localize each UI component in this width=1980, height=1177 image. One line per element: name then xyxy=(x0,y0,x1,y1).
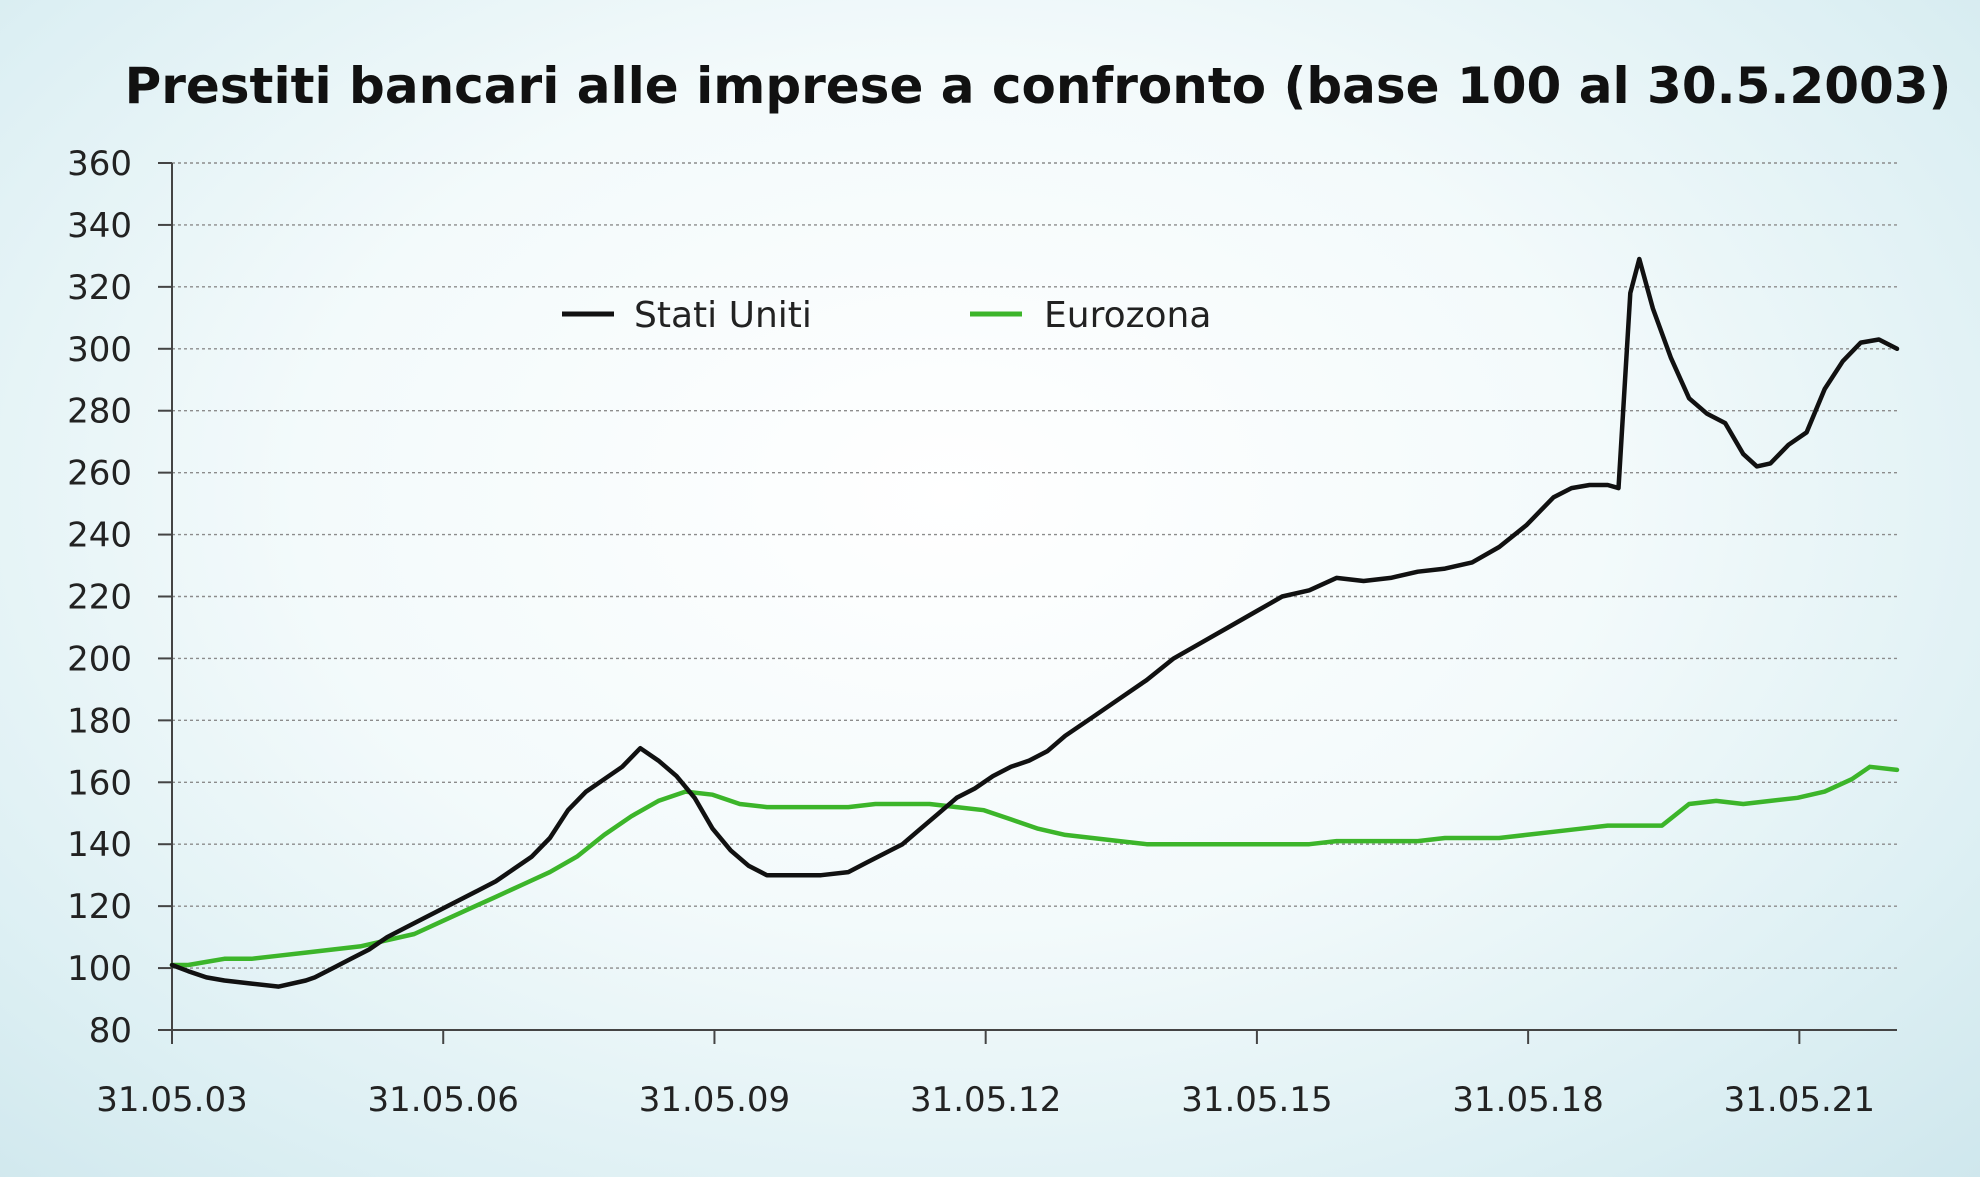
x-tick-label: 31.05.18 xyxy=(1452,1080,1603,1120)
x-tick-label: 31.05.09 xyxy=(639,1080,790,1120)
grid xyxy=(172,162,1897,969)
x-tick-label: 31.05.21 xyxy=(1724,1080,1875,1120)
y-tick-label: 200 xyxy=(67,639,132,679)
series-line-eurozona xyxy=(169,764,1900,968)
y-tick-label: 240 xyxy=(67,516,132,556)
y-tick-label: 360 xyxy=(67,144,132,184)
y-tick-label: 260 xyxy=(67,454,132,494)
chart-title: Prestiti bancari alle imprese a confront… xyxy=(125,57,1952,115)
axes: 80 100 120 140 160 180 200 220 240 260 280 300 320 34… xyxy=(67,144,1897,1120)
legend-label: Eurozona xyxy=(1044,295,1211,336)
x-tick-label: 31.05.15 xyxy=(1181,1080,1332,1120)
y-tick-label: 80 xyxy=(89,1011,132,1051)
x-tick-label: 31.05.12 xyxy=(910,1080,1061,1120)
y-tick-label: 320 xyxy=(67,268,132,308)
x-tick-label: 31.05.03 xyxy=(96,1080,247,1120)
x-tick-label: 31.05.06 xyxy=(368,1080,519,1120)
series-line-stati-uniti xyxy=(169,256,1900,989)
y-tick-label: 300 xyxy=(67,330,132,370)
legend-label: Stati Uniti xyxy=(634,295,812,336)
y-tick-label: 280 xyxy=(67,392,132,432)
y-tick-label: 220 xyxy=(67,578,132,618)
y-tick-label: 100 xyxy=(67,949,132,989)
series-lines xyxy=(169,256,1900,989)
y-tick-label: 180 xyxy=(67,701,132,741)
y-tick-label: 160 xyxy=(67,763,132,803)
legend: Stati Uniti Eurozona xyxy=(562,295,1211,336)
y-tick-label: 340 xyxy=(67,206,132,246)
y-tick-label: 120 xyxy=(67,887,132,927)
y-tick-label: 140 xyxy=(67,825,132,865)
